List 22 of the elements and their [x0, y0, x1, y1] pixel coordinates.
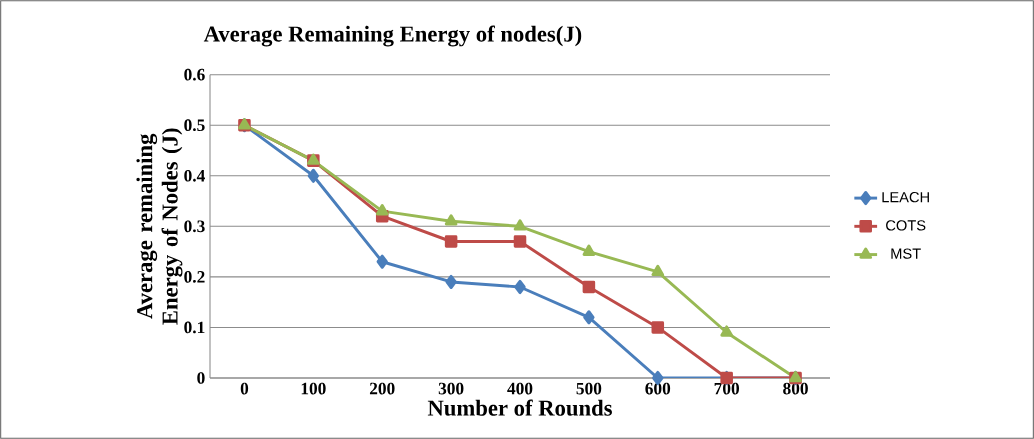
y-tick-label: 0.5 — [184, 119, 205, 132]
y-tick-label: 0.6 — [184, 68, 205, 81]
x-tick-label: 200 — [369, 382, 395, 395]
legend-label: MST — [891, 248, 921, 259]
y-tick-label: 0 — [197, 372, 205, 384]
x-tick-label: 400 — [507, 382, 533, 395]
x-tick-label: 300 — [438, 382, 464, 395]
x-tick-label: 500 — [576, 382, 602, 395]
y-axis-title: Average remaining Energy of Nodes (J) — [136, 128, 183, 325]
x-tick-label: 700 — [714, 382, 740, 395]
x-tick-label: 0 — [240, 382, 249, 395]
x-axis-title: Number of Rounds — [427, 399, 612, 416]
y-tick-label: 0.4 — [184, 169, 205, 182]
x-tick-label: 100 — [301, 382, 326, 395]
x-tick-label: 800 — [783, 382, 808, 395]
chart-title: Average Remaining Energy of nodes(J) — [203, 25, 582, 47]
y-tick-label: 0.1 — [184, 321, 205, 334]
legend-label: LEACH — [882, 191, 929, 203]
y-tick-label: 0.3 — [184, 220, 205, 233]
x-tick-label: 600 — [645, 382, 671, 395]
y-tick-label: 0.2 — [184, 271, 205, 283]
legend-label: COTS — [886, 220, 926, 231]
